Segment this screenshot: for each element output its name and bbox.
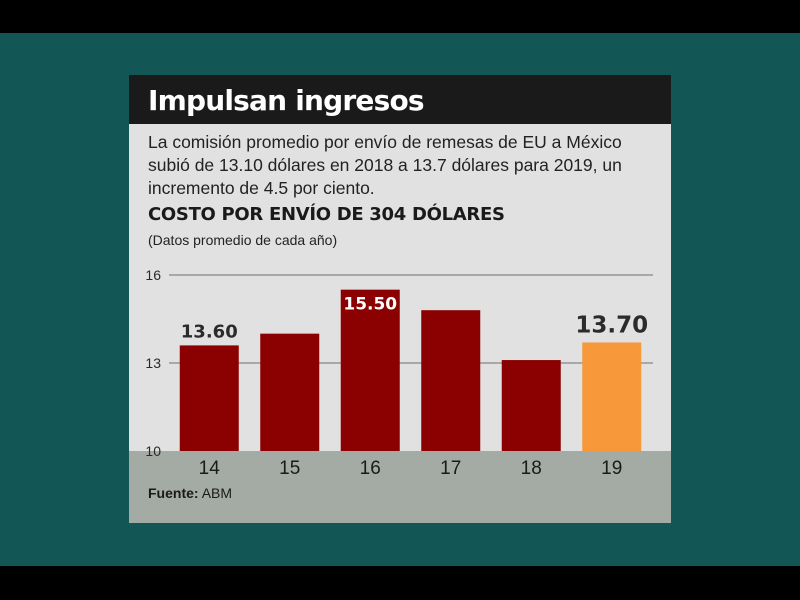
x-tick-label: 17 xyxy=(440,458,461,479)
description-text: La comisión promedio por envío de remesa… xyxy=(148,132,622,198)
bar xyxy=(179,345,239,451)
bar xyxy=(421,310,481,451)
data-label-highlight: 13.70 xyxy=(575,312,648,338)
y-tick-label: 13 xyxy=(145,355,161,371)
infographic-title: Impulsan ingresos xyxy=(148,84,425,117)
bar xyxy=(582,342,642,451)
chart-subheading: (Datos promedio de cada año) xyxy=(148,232,338,248)
data-label: 15.50 xyxy=(343,295,397,315)
bar xyxy=(260,333,320,451)
bar-chart: 10 13 16 14 13.60 15 16 15.50 17 18 19 13.70 xyxy=(129,267,671,523)
title-bar: Impulsan ingresos xyxy=(129,75,671,124)
footer-band xyxy=(129,451,671,523)
source-label: Fuente: xyxy=(148,485,199,501)
bar xyxy=(340,289,400,451)
y-tick-label: 16 xyxy=(145,267,161,283)
x-tick-label: 18 xyxy=(521,458,542,479)
source-line: Fuente: ABM xyxy=(148,485,232,501)
x-tick-label: 15 xyxy=(279,458,300,479)
x-tick-label: 16 xyxy=(360,458,381,479)
data-label: 13.60 xyxy=(181,321,238,342)
x-tick-label: 19 xyxy=(601,458,622,479)
source-value: ABM xyxy=(201,485,233,501)
bar xyxy=(501,360,561,451)
infographic-card: Impulsan ingresos La comisión promedio p… xyxy=(129,75,671,523)
y-tick-label: 10 xyxy=(145,443,161,459)
chart-heading: COSTO POR ENVÍO DE 304 DÓLARES xyxy=(148,204,505,225)
x-tick-label: 14 xyxy=(199,458,221,479)
